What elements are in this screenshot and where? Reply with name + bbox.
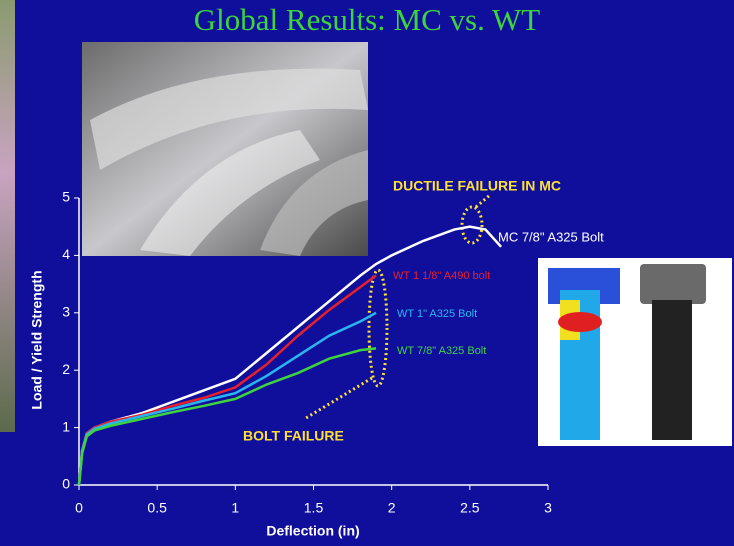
series-label: MC 7/8" A325 Bolt <box>498 229 604 244</box>
photo-connection <box>82 42 368 256</box>
page: Global Results: MC vs. WT Deflection (in… <box>0 0 734 546</box>
y-axis-title: Load / Yield Strength <box>29 270 45 409</box>
series-label: WT 7/8" A325 Bolt <box>397 345 486 357</box>
y-tick-label: 1 <box>62 418 70 434</box>
x-tick-label: 1 <box>231 500 239 516</box>
side-photo <box>0 0 15 432</box>
x-tick-label: 2.5 <box>460 500 480 516</box>
y-tick-label: 5 <box>62 189 70 205</box>
fe-image <box>538 258 732 446</box>
y-tick-label: 4 <box>62 246 70 262</box>
chart-title: Global Results: MC vs. WT <box>194 2 541 37</box>
x-axis-title: Deflection (in) <box>266 523 359 539</box>
x-tick-label: 1.5 <box>304 500 324 516</box>
y-tick-label: 0 <box>62 476 70 492</box>
slide: Global Results: MC vs. WT Deflection (in… <box>0 0 734 546</box>
series-label: WT 1" A325 Bolt <box>397 308 477 320</box>
series-label: WT 1 1/8" A490 bolt <box>393 270 490 282</box>
y-tick-label: 3 <box>62 304 70 320</box>
annotation: BOLT FAILURE <box>243 428 344 444</box>
y-tick-label: 2 <box>62 361 70 377</box>
x-tick-label: 0.5 <box>147 500 167 516</box>
x-tick-label: 0 <box>75 500 83 516</box>
x-tick-label: 2 <box>388 500 396 516</box>
x-tick-label: 3 <box>544 500 552 516</box>
annotation: DUCTILE FAILURE IN MC <box>393 178 561 194</box>
